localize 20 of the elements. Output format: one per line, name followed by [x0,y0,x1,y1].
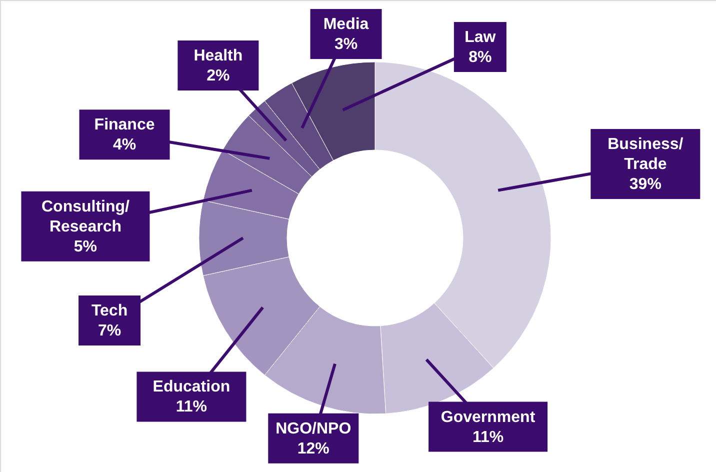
slice-label: Business/Trade [608,136,684,173]
slice-label: Law [464,28,496,46]
slice-label: Government [440,408,536,426]
slice-label: Consulting/Research [41,198,130,236]
slice-label: Finance [94,116,155,134]
data-label: 11% [472,428,504,446]
data-label: 5% [74,238,98,256]
data-label: 7% [98,322,122,340]
data-label: 8% [468,48,492,66]
data-label: 2% [206,68,230,85]
slice-label: NGO/NPO [276,420,352,438]
slice-label: Media [323,16,369,34]
slice-label: Education [152,378,230,396]
data-label: 39% [629,176,662,193]
data-label: 4% [112,136,136,154]
data-label: 3% [334,36,358,54]
data-label: 11% [176,398,208,416]
data-label: 12% [297,440,330,458]
slice-label: Health [194,48,243,65]
slice-label: Tech [91,302,128,320]
